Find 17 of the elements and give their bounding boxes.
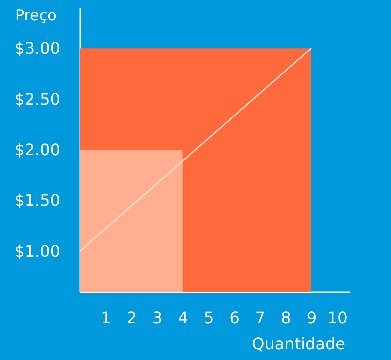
x-tick-label: 5 (204, 308, 214, 328)
x-tick-label: 7 (255, 308, 266, 328)
x-tick-label: 3 (152, 308, 163, 328)
y-axis-title: Preço (16, 6, 57, 24)
y-tick-label: $1.00 (14, 242, 60, 261)
y-tick-label: $2.00 (14, 140, 60, 160)
x-tick-label: 2 (126, 308, 138, 328)
x-tick-label: 6 (230, 308, 240, 328)
x-tick-label: 9 (306, 308, 318, 328)
x-tick-label: 10 (327, 308, 348, 328)
y-tick-label: $3.00 (14, 39, 60, 58)
x-tick-label: 4 (178, 308, 188, 328)
x-axis-title: Quantidade (252, 334, 346, 354)
x-tick-label: 1 (101, 308, 112, 328)
y-tick-label: $1.50 (14, 191, 60, 210)
x-tick-label: 8 (281, 308, 292, 328)
y-tick-label: $2.50 (14, 90, 60, 109)
